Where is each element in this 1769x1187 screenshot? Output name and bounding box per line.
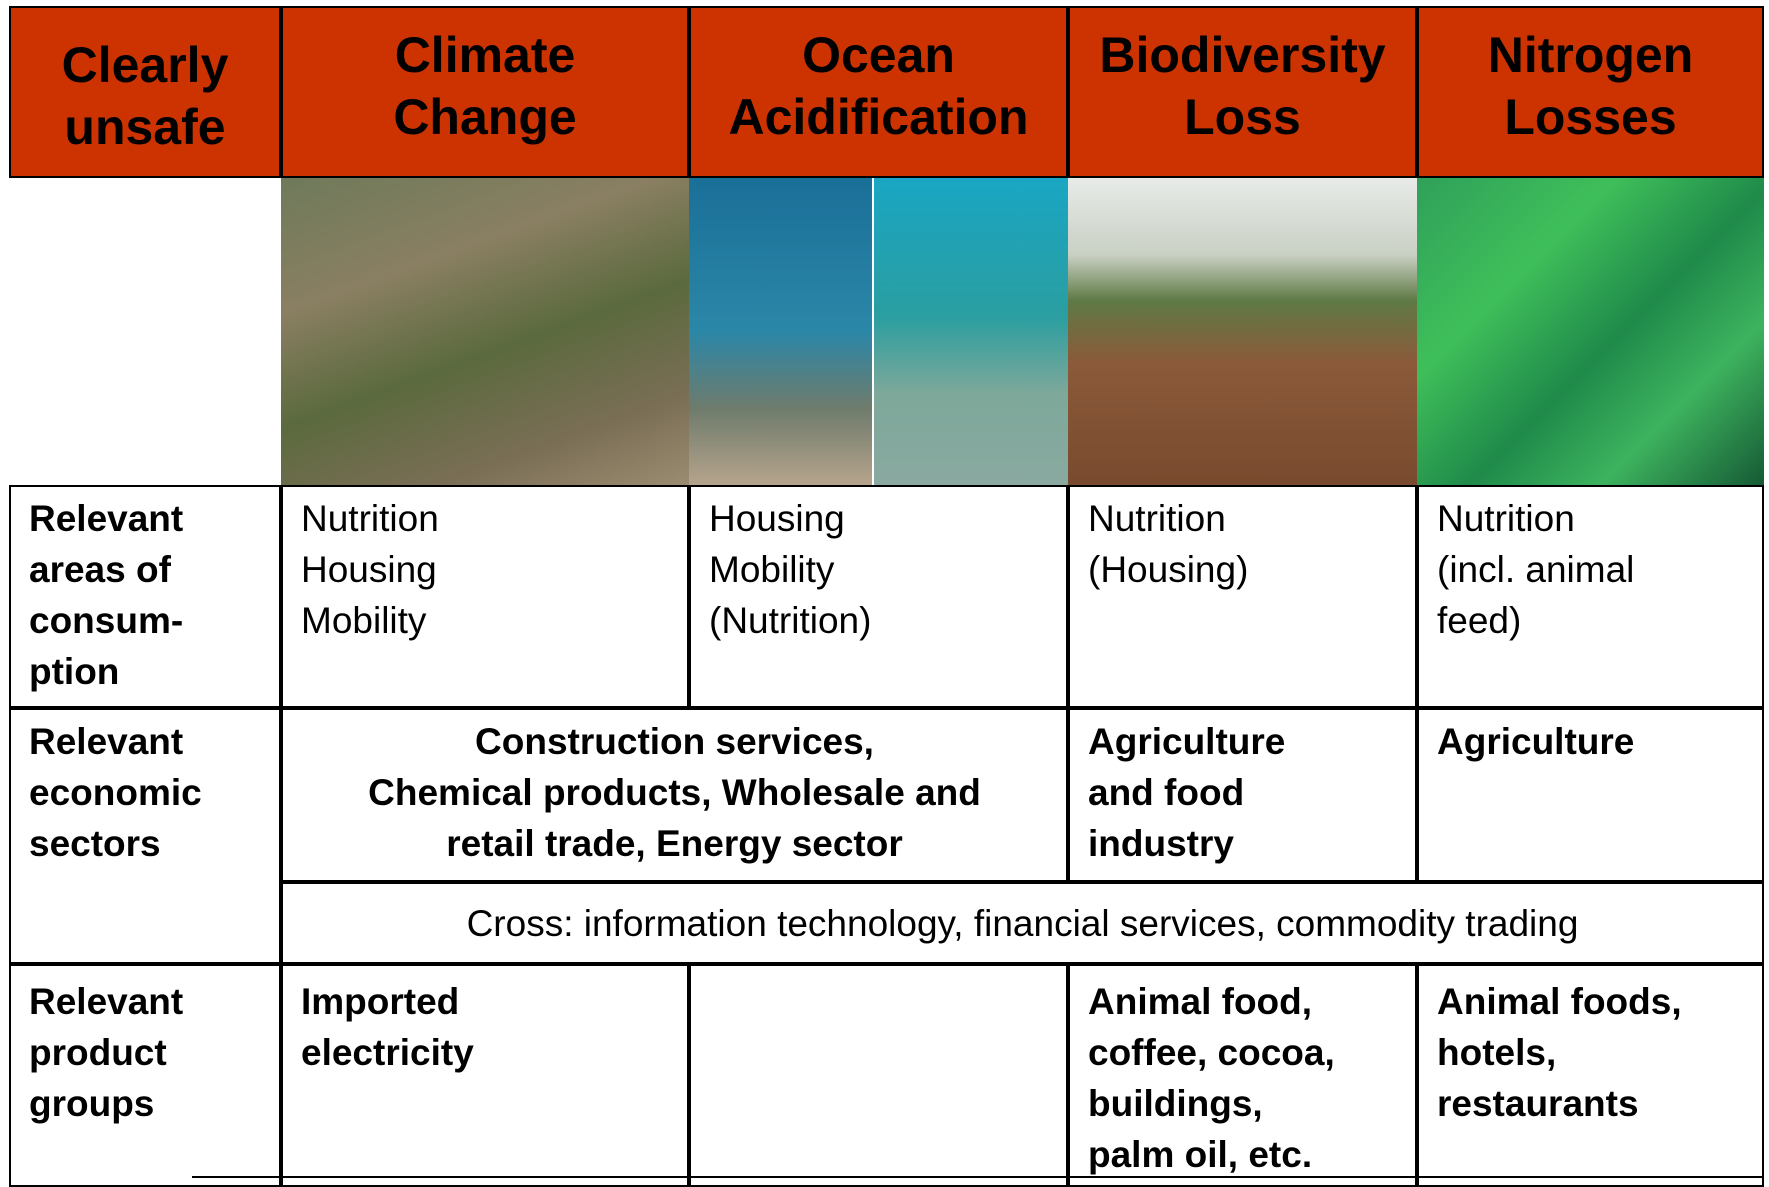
text-line: coffee, cocoa, [1088, 1032, 1335, 1073]
algae-image [1417, 178, 1764, 485]
text-line: Loss [1184, 89, 1301, 145]
text-line: consum- [29, 600, 184, 641]
text-line: (incl. animal [1437, 549, 1635, 590]
text-line: electricity [301, 1032, 474, 1073]
text-line: (Nutrition) [709, 600, 872, 641]
reef-image-1 [689, 178, 872, 485]
text-line: Biodiversity [1099, 27, 1386, 83]
header-cell: Ocean Acidification [689, 6, 1068, 178]
row-label: Relevant economic sectors [9, 708, 281, 964]
reef-image-2 [874, 178, 1068, 485]
text-line: Nitrogen [1487, 27, 1694, 83]
text-line: Mobility [301, 600, 427, 641]
text-line: areas of [29, 549, 171, 590]
consumption-cell: Housing Mobility (Nutrition) [689, 485, 1068, 708]
product-cell [689, 964, 1068, 1187]
product-cell: Animal food, coffee, cocoa, buildings, palm… [1068, 964, 1417, 1187]
text-line: Relevant [29, 721, 184, 762]
bottom-rule [192, 1176, 1764, 1178]
text-line: Imported [301, 981, 460, 1022]
consumption-cell: Nutrition (Housing) [1068, 485, 1417, 708]
text-line: Nutrition [1088, 498, 1226, 539]
text-line: sectors [29, 823, 161, 864]
text-line: (Housing) [1088, 549, 1249, 590]
consumption-cell: Nutrition (incl. animal feed) [1417, 485, 1764, 708]
text-line: groups [29, 1083, 155, 1124]
text-line: Ocean [802, 27, 955, 83]
header-cell: Climate Change [281, 6, 689, 178]
text-line: restaurants [1437, 1083, 1639, 1124]
product-cell: Imported electricity [281, 964, 689, 1187]
deforestation-image [1068, 178, 1417, 485]
text-line: Relevant [29, 498, 184, 539]
text-line: retail trade, Energy sector [446, 823, 903, 864]
text-line: Chemical products, Wholesale and [368, 772, 981, 813]
text-line: product [29, 1032, 167, 1073]
text-line: Cross: information technology, financial… [466, 903, 1579, 944]
text-line: Animal foods, [1437, 981, 1682, 1022]
text-line: Housing [709, 498, 845, 539]
header-cell: Biodiversity Loss [1068, 6, 1417, 178]
text-line: ption [29, 651, 120, 692]
text-line: industry [1088, 823, 1234, 864]
text-line: Agriculture [1088, 721, 1286, 762]
text-line: Losses [1504, 89, 1677, 145]
text-line: Construction services, [475, 721, 874, 762]
text-line: palm oil, etc. [1088, 1134, 1313, 1175]
text-line: economic [29, 772, 202, 813]
cross-cell: Cross: information technology, financial… [281, 882, 1764, 964]
flood-image [281, 178, 689, 485]
text-line: Nutrition [301, 498, 439, 539]
text-line: Acidification [728, 89, 1029, 145]
text-line: Nutrition [1437, 498, 1575, 539]
text-line: Housing [301, 549, 437, 590]
header-cell: Nitrogen Losses [1417, 6, 1764, 178]
text-line: Clearly [61, 37, 229, 93]
row-label: Relevant product groups [9, 964, 281, 1187]
row-label: Relevant areas of consum-ption [9, 485, 281, 708]
text-line: Mobility [709, 549, 835, 590]
text-line: Climate [394, 27, 576, 83]
text-line: hotels, [1437, 1032, 1557, 1073]
sector-cell: Construction services, Chemical products,… [281, 708, 1068, 882]
sector-cell: Agriculture and food industry [1068, 708, 1417, 882]
text-line: Change [393, 89, 577, 145]
text-line: buildings, [1088, 1083, 1263, 1124]
header-cell: Clearly unsafe [9, 6, 281, 178]
text-line: feed) [1437, 600, 1522, 641]
consumption-cell: Nutrition Housing Mobility [281, 485, 689, 708]
text-line: Relevant [29, 981, 184, 1022]
text-line: unsafe [64, 99, 226, 155]
product-cell: Animal foods, hotels, restaurants [1417, 964, 1764, 1187]
text-line: and food [1088, 772, 1245, 813]
text-line: Animal food, [1088, 981, 1313, 1022]
sector-cell: Agriculture [1417, 708, 1764, 882]
text-line: Agriculture [1437, 721, 1635, 762]
